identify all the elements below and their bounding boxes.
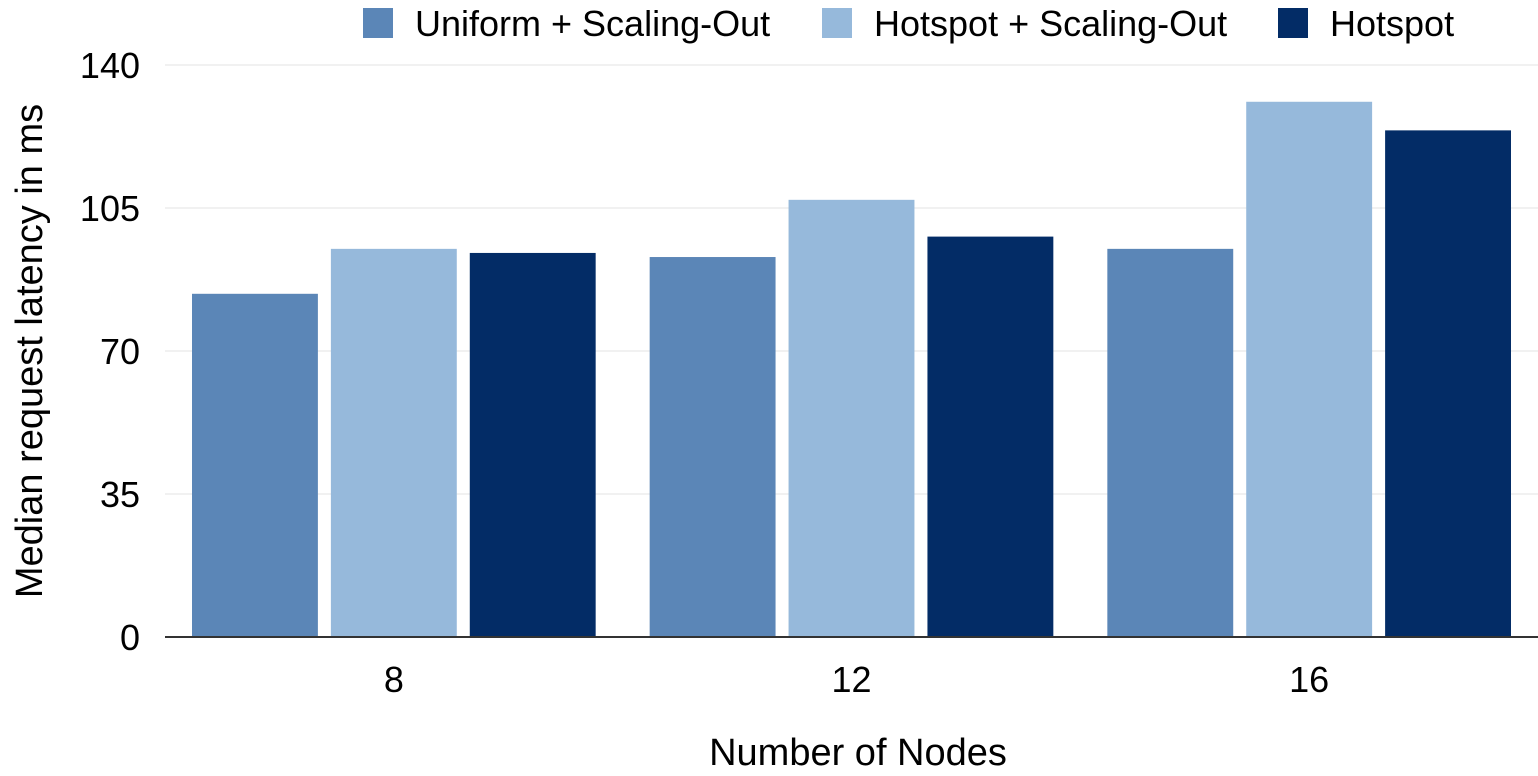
legend-label: Hotspot + Scaling-Out: [874, 3, 1227, 44]
y-axis-ticks: 0 35 70 105 140: [80, 45, 140, 658]
bar: [788, 199, 915, 638]
y-tick-label: 0: [120, 617, 140, 658]
legend-swatch: [1278, 8, 1308, 38]
bar: [1107, 248, 1234, 637]
legend-swatch: [822, 8, 852, 38]
y-axis-title: Median request latency in ms: [9, 104, 51, 598]
bar: [192, 293, 318, 637]
x-tick-label: 16: [1289, 659, 1329, 700]
y-tick-label: 70: [100, 331, 140, 372]
legend-label: Uniform + Scaling-Out: [415, 3, 770, 44]
legend-item: Uniform + Scaling-Out: [363, 3, 770, 44]
legend-item: Hotspot + Scaling-Out: [822, 3, 1227, 44]
bar: [469, 252, 596, 637]
y-tick-label: 140: [80, 45, 140, 86]
legend-item: Hotspot: [1278, 3, 1454, 44]
bars: [192, 101, 1511, 638]
legend-label: Hotspot: [1330, 3, 1454, 44]
x-axis-ticks: 8 12 16: [384, 659, 1329, 700]
y-tick-label: 35: [100, 474, 140, 515]
legend-swatch: [363, 8, 393, 38]
bar: [1385, 130, 1511, 637]
bar: [1246, 101, 1373, 638]
x-tick-label: 8: [384, 659, 404, 700]
x-axis-title: Number of Nodes: [709, 732, 1007, 771]
y-tick-label: 105: [80, 188, 140, 229]
bar: [330, 248, 457, 637]
legend: Uniform + Scaling-Out Hotspot + Scaling-O…: [363, 3, 1454, 44]
bar: [927, 236, 1054, 637]
x-tick-label: 12: [831, 659, 871, 700]
bar: [649, 257, 776, 637]
